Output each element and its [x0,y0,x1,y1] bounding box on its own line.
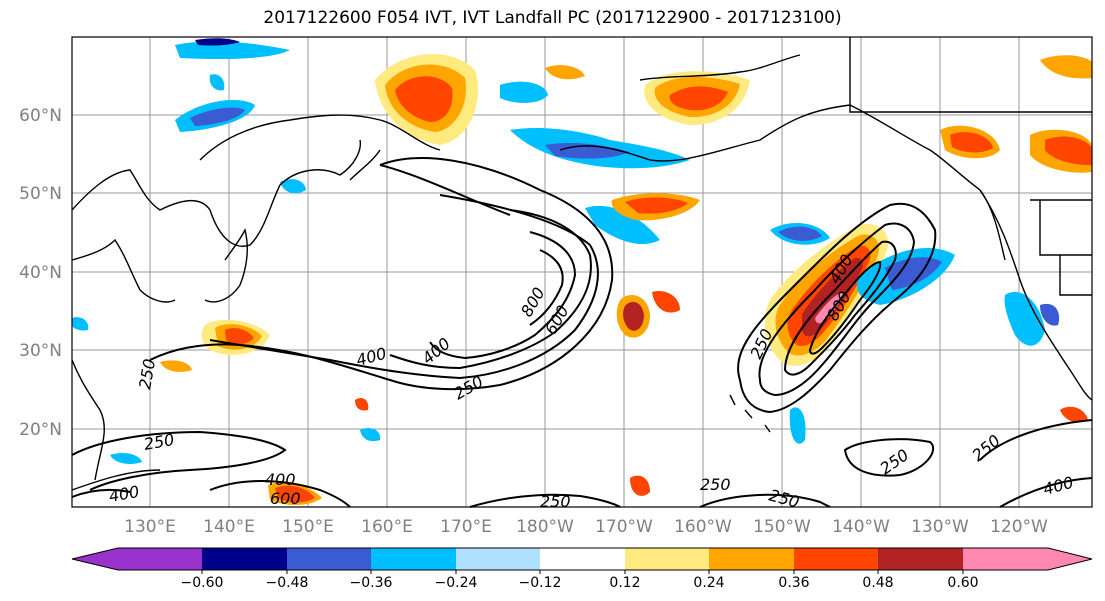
lon-label: 150°E [282,517,334,537]
colorbar-tick: −0.24 [435,575,478,591]
longitude-labels: 130°E 140°E 150°E 160°E 170°E 180°W 170°… [124,517,1048,537]
colorbar-segment [963,548,1048,570]
map-frame [71,36,1093,508]
colorbar-tick: −0.48 [266,575,309,591]
lon-label: 160°W [674,517,732,537]
lat-label: 60°N [19,106,62,126]
contour-label: 250 [700,475,731,494]
contour-label: 250 [142,430,175,454]
lat-label: 40°N [19,263,62,283]
lon-label: 150°W [753,517,811,537]
colorbar-segment [287,548,371,570]
colorbar [71,547,1093,574]
contour-label: 250 [451,372,487,404]
colorbar-segment [540,548,625,570]
ivt-shading [72,38,1092,506]
colorbar-segment [456,548,540,570]
colorbar-segment [794,548,878,570]
contour-label: 250 [968,431,1004,465]
ivt-contours [71,157,1093,508]
contour-label: 400 [265,470,296,489]
contour-label: 250 [767,486,801,512]
lon-label: 180°W [516,517,574,537]
colorbar-segment [625,548,709,570]
colorbar-tick: 0.48 [862,575,893,591]
contour-label: 400 [107,482,140,506]
map-title: 2017122600 F054 IVT, IVT Landfall PC (20… [263,8,842,28]
contour-labels: 250 400 250 400 600 250 400 800 600 400 … [107,251,1075,512]
lon-label: 130°E [124,517,176,537]
colorbar-ticks: −0.60 −0.48 −0.36 −0.24 −0.12 0.12 0.24 … [181,575,979,591]
colorbar-segment [118,548,202,570]
lat-label: 30°N [19,341,62,361]
lon-label: 130°W [911,517,969,537]
contour-label: 400 [418,334,454,368]
lat-label: 20°N [19,420,62,440]
colorbar-tick: 0.36 [778,575,809,591]
colorbar-tick: −0.60 [181,575,224,591]
colorbar-tick: 0.60 [947,575,978,591]
colorbar-segment [371,548,456,570]
coastlines [71,37,1093,491]
colorbar-extend-min [72,548,118,570]
contour-label: 400 [354,344,388,370]
colorbar-tick: 0.12 [609,575,640,591]
lon-label: 170°E [440,517,492,537]
latitude-labels: 60°N 50°N 40°N 30°N 20°N [19,106,62,440]
contour-label: 250 [540,492,571,511]
lat-label: 50°N [19,184,62,204]
colorbar-segment [202,548,287,570]
colorbar-tick: 0.24 [693,575,724,591]
contour-label: 250 [135,357,159,390]
colorbar-segment [709,548,794,570]
lon-label: 170°W [595,517,653,537]
lon-label: 140°W [832,517,890,537]
colorbar-segment [878,548,963,570]
colorbar-tick: −0.12 [519,575,562,591]
lon-label: 140°E [203,517,255,537]
colorbar-tick: −0.36 [350,575,393,591]
colorbar-extend-max [1048,548,1092,570]
contour-label: 400 [1041,473,1075,499]
lon-label: 120°W [990,517,1048,537]
contour-label: 600 [270,489,301,508]
colorbar-outline [71,547,1093,571]
lon-label: 160°E [361,517,413,537]
